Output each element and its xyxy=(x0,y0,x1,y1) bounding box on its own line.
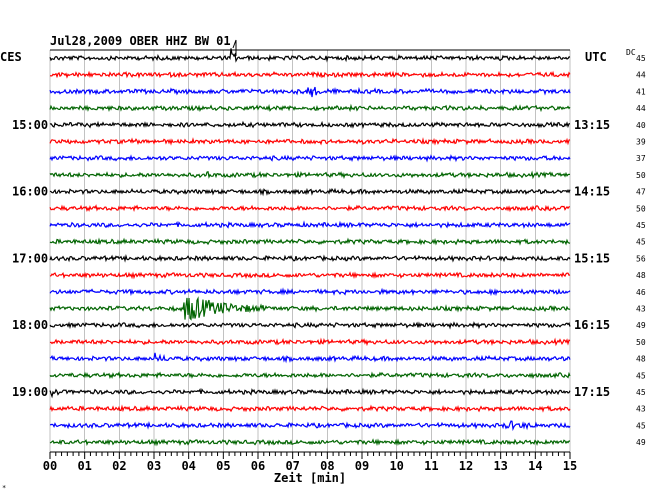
x-tick-label: 04 xyxy=(181,459,195,473)
x-tick-label: 06 xyxy=(251,459,265,473)
grid-lines xyxy=(49,49,571,452)
dc-value: 41 xyxy=(636,87,646,96)
dc-value: 50 xyxy=(636,204,646,213)
x-axis: 00 01 02 03 04 05 06 07 08 09 10 11 12 13 14 15 xyxy=(43,451,577,473)
dc-value: 48 xyxy=(636,271,646,280)
dc-value: 45 xyxy=(636,388,646,397)
trace-row xyxy=(49,86,571,98)
right-time-label: 13:15 xyxy=(574,118,610,132)
dc-value: 44 xyxy=(636,104,646,113)
dc-label: DC xyxy=(626,48,636,57)
trace-row xyxy=(49,337,571,347)
left-time-label: 19:00 xyxy=(12,385,48,399)
right-axis-label: UTC xyxy=(585,50,607,64)
trace-row xyxy=(49,137,571,146)
right-time-label: 17:15 xyxy=(574,385,610,399)
trace-row xyxy=(49,420,571,432)
trace-row xyxy=(49,287,571,297)
trace-row xyxy=(49,70,571,79)
x-axis-label: Zeit [min] xyxy=(274,471,346,485)
dc-value: 40 xyxy=(636,121,646,130)
dc-value: 43 xyxy=(636,405,646,414)
dc-value: 56 xyxy=(636,254,646,263)
trace-row xyxy=(49,321,571,330)
trace-row xyxy=(49,352,571,364)
dc-value: 44 xyxy=(636,71,646,80)
x-tick-label: 15 xyxy=(563,459,577,473)
dc-value: 43 xyxy=(636,305,646,314)
dc-value: 45 xyxy=(636,221,646,230)
right-time-label: 15:15 xyxy=(574,251,610,265)
trace-row xyxy=(49,371,571,380)
left-time-label: 18:00 xyxy=(12,318,48,332)
left-time-label: 15:00 xyxy=(12,118,48,132)
dc-value: 39 xyxy=(636,138,646,147)
trace-row xyxy=(49,237,571,246)
trace-row xyxy=(49,120,571,130)
trace-series xyxy=(49,48,571,447)
chart-title: Jul28,2009 OBER HHZ BW 01 xyxy=(50,34,231,48)
trace-row xyxy=(49,170,571,180)
x-tick-label: 08 xyxy=(320,459,334,473)
dc-value: 47 xyxy=(636,188,646,197)
dc-value: 45 xyxy=(636,54,646,63)
trace-row xyxy=(49,220,571,229)
x-tick-label: 11 xyxy=(424,459,438,473)
left-axis-label: CES xyxy=(0,50,22,64)
trace-row xyxy=(49,404,571,413)
trace-row xyxy=(49,253,571,263)
trace-row xyxy=(49,48,571,63)
x-tick-label: 02 xyxy=(112,459,126,473)
right-time-label: 16:15 xyxy=(574,318,610,332)
dc-value: 49 xyxy=(636,438,646,447)
x-tick-label: 00 xyxy=(43,459,57,473)
trace-row xyxy=(49,204,570,213)
dc-value: 49 xyxy=(636,321,646,330)
dc-value: 45 xyxy=(636,421,646,430)
x-tick-label: 07 xyxy=(285,459,299,473)
pick-marker xyxy=(232,39,237,56)
dc-value: 50 xyxy=(636,171,646,180)
dc-value: 48 xyxy=(636,355,646,364)
x-tick-label: 12 xyxy=(459,459,473,473)
x-tick-label: 10 xyxy=(389,459,403,473)
dc-value: 46 xyxy=(636,288,646,297)
dc-value: 37 xyxy=(636,154,646,163)
left-time-label: 17:00 xyxy=(12,251,48,265)
corner-mark: * xyxy=(2,484,6,492)
x-tick-label: 03 xyxy=(147,459,161,473)
dc-value: 45 xyxy=(636,238,646,247)
trace-row xyxy=(49,187,571,197)
time-labels: 15:00 16:00 17:00 18:00 19:00 13:15 14:15 15:15… xyxy=(12,54,646,447)
x-tick-label: 13 xyxy=(493,459,507,473)
trace-row xyxy=(49,387,571,399)
x-tick-label: 14 xyxy=(528,459,542,473)
trace-row xyxy=(49,271,571,280)
trace-row xyxy=(49,296,571,321)
right-time-label: 14:15 xyxy=(574,185,610,199)
trace-row xyxy=(49,103,571,113)
left-time-label: 16:00 xyxy=(12,185,48,199)
dc-value: 50 xyxy=(636,338,646,347)
trace-row xyxy=(49,438,571,447)
dc-value: 45 xyxy=(636,371,646,380)
x-tick-label: 09 xyxy=(355,459,369,473)
x-tick-label: 05 xyxy=(216,459,230,473)
x-tick-label: 01 xyxy=(77,459,91,473)
trace-row xyxy=(49,154,571,163)
